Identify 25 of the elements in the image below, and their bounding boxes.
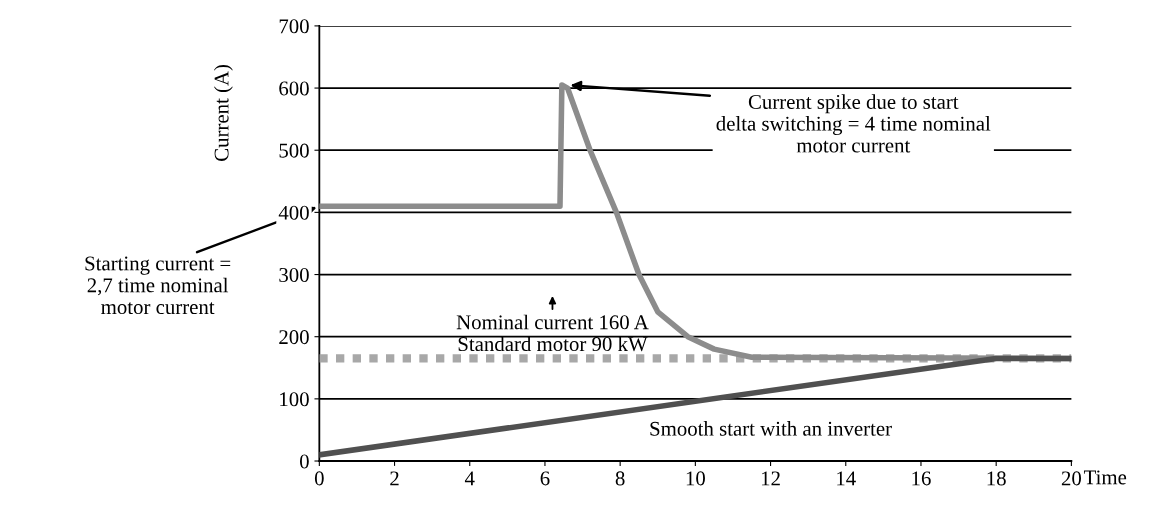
annotation: Smooth start with an inverter [650,421,892,436]
annotation: Starting current = 2,7 time nominal motor current [85,256,231,315]
x-tick-label: 8 [615,471,625,486]
y-tick-label: 600 [279,81,309,96]
y-tick-label: 700 [279,19,309,34]
y-tick-label: 400 [278,205,309,220]
x-tick-label: 20 [1061,471,1081,486]
x-tick-label: 14 [837,471,856,486]
annotation: Nominal current 160 A Standard motor 90 kW [456,314,649,352]
x-tick-label: 2 [390,471,399,486]
x-tick-label: 0 [314,471,324,486]
x-tick-label: 6 [540,471,550,486]
x-tick-label: 18 [987,471,1006,486]
annotation: Current spike due to start delta switching = 4 time nominal motor current [716,94,991,153]
y-axis-title: Current (A) [213,64,233,161]
y-tick-label: 500 [279,143,309,158]
y-tick-label: 200 [279,330,309,345]
x-tick-label: 4 [464,471,475,486]
x-tick-label: 16 [912,471,931,486]
y-tick-label: 0 [299,454,309,469]
y-tick-label: 300 [279,267,309,282]
x-tick-label: 10 [686,471,705,486]
x-axis-title: Time [1083,470,1127,485]
x-tick-label: 12 [761,471,780,486]
y-tick-label: 100 [280,392,309,407]
